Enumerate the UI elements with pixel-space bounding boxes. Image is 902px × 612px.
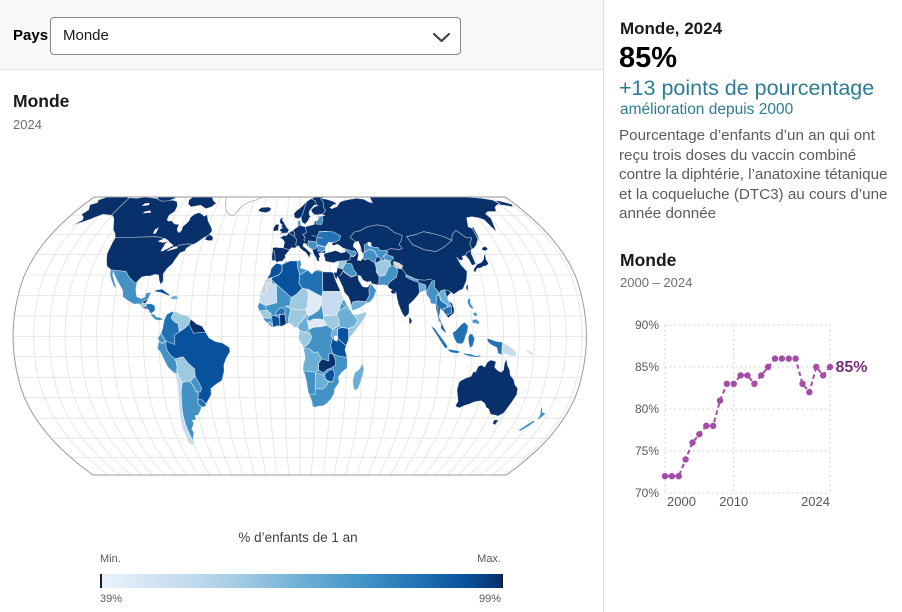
svg-text:80%: 80%: [635, 402, 659, 416]
svg-text:70%: 70%: [635, 486, 659, 500]
svg-text:85%: 85%: [836, 359, 868, 376]
svg-text:2024: 2024: [801, 494, 830, 509]
svg-text:85%: 85%: [635, 360, 659, 374]
svg-text:90%: 90%: [635, 318, 659, 332]
svg-text:2010: 2010: [719, 494, 748, 509]
svg-text:75%: 75%: [635, 444, 659, 458]
svg-text:2000: 2000: [667, 494, 696, 509]
